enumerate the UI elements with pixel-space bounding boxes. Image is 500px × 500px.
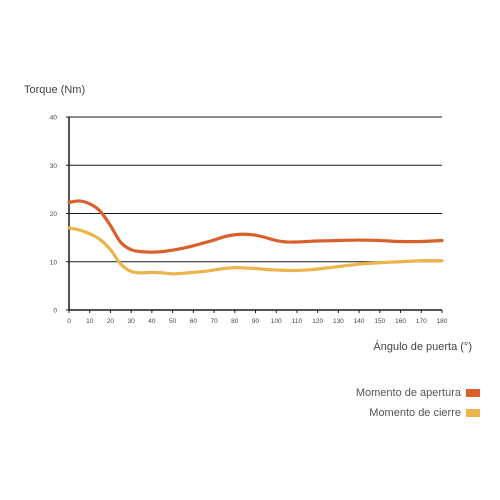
x-tick-label: 170: [416, 318, 427, 325]
x-tick-label: 70: [210, 318, 218, 325]
y-tick-label: 40: [50, 115, 58, 122]
x-axis-label: Ángulo de puerta (°): [373, 341, 472, 353]
y-tick-label: 0: [53, 308, 57, 315]
series-line-cierre: [67, 226, 444, 276]
x-tick-label: 90: [252, 318, 260, 325]
x-tick-label: 50: [169, 318, 177, 325]
legend-label-apertura: Momento de apertura: [355, 387, 461, 399]
x-tick-label: 20: [107, 318, 115, 325]
y-axis-label: Torque (Nm): [24, 84, 86, 96]
x-tick-label: 80: [231, 318, 239, 325]
legend-item-cierre: Momento de cierre: [356, 403, 480, 423]
legend-swatch-cierre: [466, 409, 480, 417]
series-lines: [67, 199, 444, 276]
x-tick-label: 10: [86, 318, 94, 325]
legend-swatch-apertura: [466, 389, 480, 397]
y-tick-label: 20: [50, 211, 58, 218]
x-tick-label: 130: [333, 318, 344, 325]
x-tick-label: 60: [190, 318, 198, 325]
x-tick-label: 40: [148, 318, 156, 325]
x-tick-label: 160: [395, 318, 406, 325]
x-tick-label: 100: [271, 318, 282, 325]
x-tick-label: 120: [312, 318, 323, 325]
legend-label-cierre: Momento de cierre: [369, 407, 461, 419]
legend: Momento de apertura Momento de cierre: [356, 383, 480, 423]
y-axis-ticks: 0 10 20 30 40: [50, 115, 69, 315]
x-tick-label: 0: [67, 318, 71, 325]
x-axis-ticks: 0 10 20 30 40 50 60 70 80 90 100 110 120 130 140 150 160…: [67, 310, 448, 325]
x-tick-label: 30: [128, 318, 136, 325]
series-line-apertura: [67, 199, 444, 254]
x-tick-label: 140: [354, 318, 365, 325]
x-tick-label: 150: [374, 318, 385, 325]
legend-item-apertura: Momento de apertura: [356, 383, 480, 403]
x-tick-label: 180: [437, 318, 448, 325]
x-tick-label: 110: [292, 318, 303, 325]
y-tick-label: 30: [50, 163, 58, 170]
y-tick-label: 10: [50, 259, 58, 266]
